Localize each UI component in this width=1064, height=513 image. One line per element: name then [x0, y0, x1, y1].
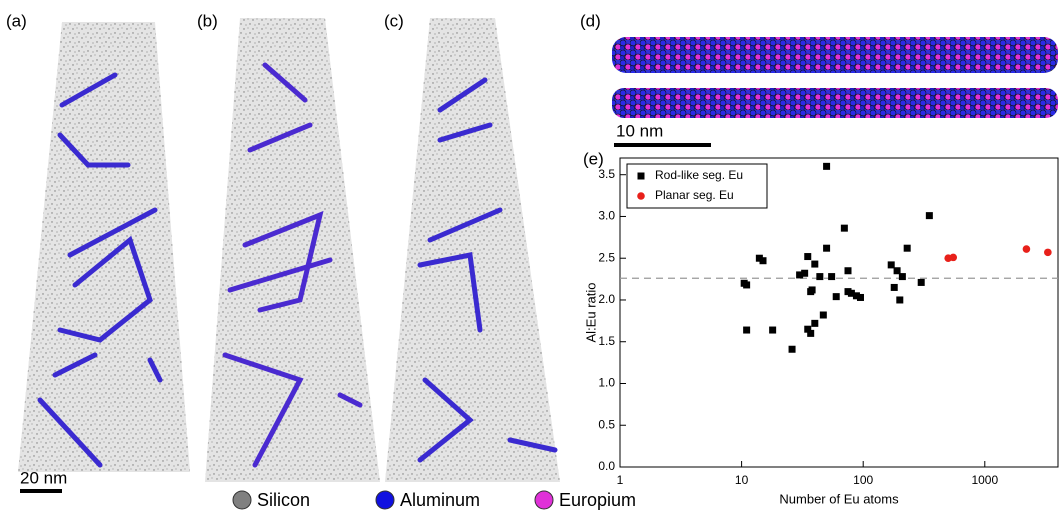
rod-1: [612, 37, 1058, 73]
y-tick-label: 1.5: [598, 334, 615, 348]
y-axis-label: Al:Eu ratio: [583, 283, 598, 343]
point: [796, 271, 804, 279]
point: [804, 253, 812, 261]
legend-swatch: [637, 192, 645, 200]
point: [755, 254, 763, 262]
point: [816, 273, 824, 281]
legend-label: Aluminum: [400, 490, 480, 510]
point: [819, 311, 827, 319]
point: [804, 325, 812, 333]
point: [1044, 248, 1052, 257]
scale-label: 10 nm: [616, 121, 663, 140]
y-tick-label: 0.0: [598, 459, 615, 473]
legend-box: [626, 163, 768, 209]
point: [852, 292, 860, 300]
legend-swatch: [637, 172, 645, 180]
tip-b: [205, 18, 380, 482]
point: [832, 293, 840, 301]
point: [887, 261, 895, 269]
legend-label: Silicon: [257, 490, 310, 510]
legend-label: Rod-like seg. Eu: [655, 168, 743, 182]
rod-2: [612, 88, 1058, 118]
y-tick-label: 1.0: [598, 376, 615, 390]
point: [925, 212, 933, 220]
point: [807, 329, 815, 337]
point: [808, 286, 816, 294]
point: [856, 293, 864, 301]
legend-swatch: [375, 490, 395, 510]
point: [896, 296, 904, 304]
point: [823, 244, 831, 252]
tip-c: [385, 18, 560, 482]
legend-label: Planar seg. Eu: [655, 188, 734, 202]
y-tick-label: 2.0: [598, 292, 615, 306]
point: [743, 281, 751, 289]
legend-label: Europium: [559, 490, 636, 510]
point: [844, 267, 852, 275]
point: [903, 244, 911, 252]
point: [949, 253, 958, 262]
point: [840, 224, 848, 232]
legend-swatch: [232, 490, 252, 510]
panel-label: (a): [6, 11, 27, 30]
point: [811, 319, 819, 327]
element-legend: Silicon Aluminum Europium: [232, 490, 636, 510]
y-tick-label: 0.5: [598, 417, 615, 431]
scale-label: 20 nm: [20, 468, 67, 487]
y-tick-label: 2.5: [598, 250, 615, 264]
x-tick-label: 100: [853, 473, 873, 487]
point: [811, 260, 819, 268]
point: [847, 289, 855, 297]
point: [1022, 245, 1031, 253]
plot-frame: [619, 157, 1059, 468]
point: [759, 257, 767, 265]
point: [823, 162, 831, 170]
x-tick-label: 10: [735, 473, 749, 487]
panel-label: (d): [580, 11, 601, 30]
x-tick-label: 1: [617, 473, 624, 487]
point: [917, 278, 925, 286]
legend-swatch: [534, 490, 554, 510]
tip-a: [18, 22, 190, 472]
point: [788, 345, 796, 353]
point: [769, 326, 777, 334]
x-tick-label: 1000: [971, 473, 998, 487]
point: [828, 273, 836, 281]
point: [801, 269, 809, 277]
point: [893, 267, 901, 275]
x-axis-label: Number of Eu atoms: [779, 491, 899, 506]
y-tick-label: 3.0: [598, 209, 615, 223]
y-tick-label: 3.5: [598, 167, 615, 181]
panel-label: (e): [583, 149, 604, 168]
point: [743, 326, 751, 334]
panel-label: (b): [197, 11, 218, 30]
point: [898, 273, 906, 281]
chart: (e) 1 10 100 1000 0.0 0.5 1.0 1.5 2.0 2.5 3.0 3.5 Num…: [583, 149, 1059, 506]
panel-label: (c): [384, 11, 404, 30]
point: [890, 283, 898, 291]
